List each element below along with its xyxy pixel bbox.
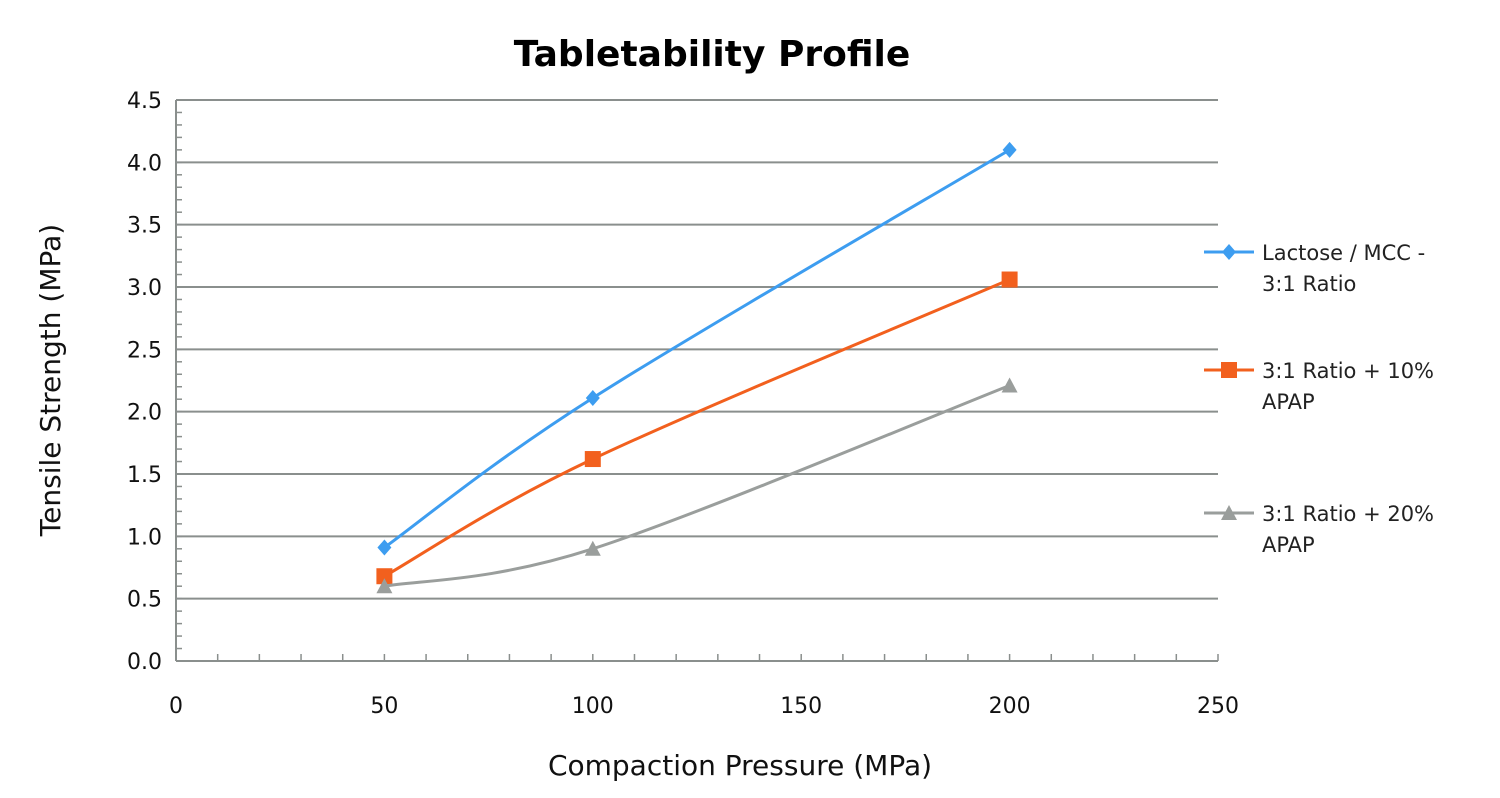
- axes: 0.0 0.5 1.0 1.5 2.0 2.5 3.0 3.5 4.0 4.5 0 50 100 150 2…: [127, 89, 1239, 719]
- x-tick-label: 200: [989, 694, 1031, 719]
- diamond-marker: [1002, 141, 1017, 158]
- y-tick-label: 3.5: [127, 214, 162, 239]
- series-2: [376, 271, 1018, 585]
- diamond-marker: [1222, 244, 1236, 260]
- y-tick-label: 1.0: [127, 525, 162, 550]
- series-line: [383, 148, 1011, 549]
- legend-label: APAP: [1262, 390, 1315, 414]
- legend-label: APAP: [1262, 533, 1315, 557]
- x-axis-label: Compaction Pressure (MPa): [548, 749, 932, 782]
- triangle-marker: [376, 578, 393, 594]
- triangle-marker: [1221, 505, 1237, 520]
- x-tick-label: 100: [572, 694, 614, 719]
- square-marker: [1221, 362, 1237, 378]
- chart-title: Tabletability Profile: [514, 34, 911, 75]
- triangle-marker: [584, 540, 601, 556]
- triangle-marker: [1001, 377, 1018, 393]
- x-tick-label: 0: [169, 694, 183, 719]
- grid: [176, 99, 1218, 600]
- y-tick-label: 4.5: [127, 89, 162, 114]
- square-marker: [584, 451, 601, 468]
- y-tick-label: 1.5: [127, 463, 162, 488]
- x-tick-label: 150: [780, 694, 822, 719]
- legend-item: 3:1 Ratio + 20% APAP: [1204, 502, 1434, 557]
- legend-item: Lactose / MCC - 3:1 Ratio: [1204, 241, 1425, 296]
- legend: Lactose / MCC - 3:1 Ratio 3:1 Ratio + 10% A…: [1204, 241, 1434, 557]
- legend-label: 3:1 Ratio: [1262, 272, 1356, 296]
- y-tick-label: 2.0: [127, 401, 162, 426]
- legend-label: 3:1 Ratio + 10%: [1262, 359, 1434, 383]
- y-tick-label: 3.0: [127, 276, 162, 301]
- square-marker: [1001, 271, 1018, 288]
- square-marker: [376, 568, 393, 585]
- legend-label: 3:1 Ratio + 20%: [1262, 502, 1434, 526]
- series-line: [383, 278, 1011, 578]
- series-line: [384, 384, 1011, 588]
- x-tick-label: 50: [370, 694, 398, 719]
- y-tick-label: 4.0: [127, 151, 162, 176]
- x-tick-label: 250: [1197, 694, 1239, 719]
- series-1: [377, 141, 1017, 556]
- diamond-marker: [585, 389, 600, 406]
- legend-item: 3:1 Ratio + 10% APAP: [1204, 359, 1434, 414]
- y-tick-label: 0.5: [127, 588, 162, 613]
- diamond-marker: [377, 539, 392, 556]
- y-axis-label: Tensile Strength (MPa): [34, 224, 67, 537]
- y-tick-label: 2.5: [127, 338, 162, 363]
- legend-label: Lactose / MCC -: [1262, 241, 1425, 265]
- series-3: [376, 377, 1018, 594]
- y-tick-label: 0.0: [127, 650, 162, 675]
- series-group: [376, 141, 1018, 594]
